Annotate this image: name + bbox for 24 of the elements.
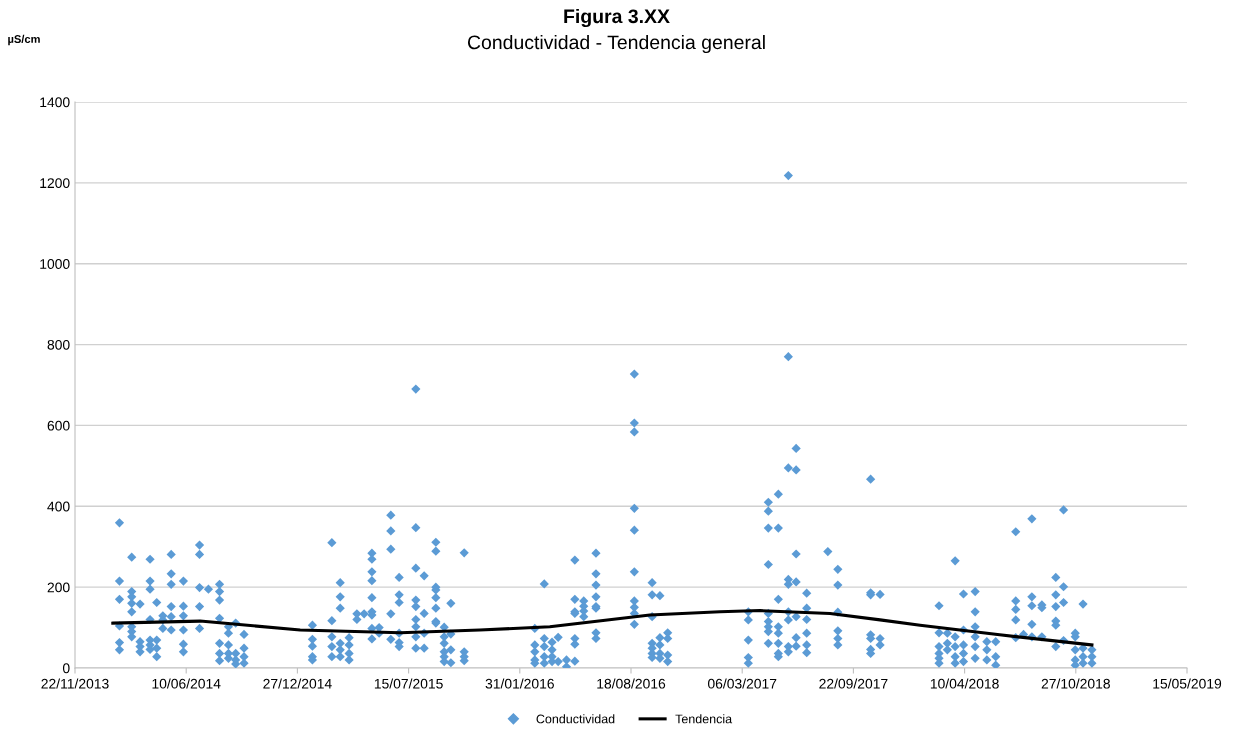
legend-label: Tendencia: [675, 714, 733, 724]
x-tick-label: 06/03/2017: [707, 678, 777, 689]
y-tick-label: 800: [47, 339, 70, 350]
y-tick-label: 600: [47, 420, 70, 431]
x-tick-label: 10/04/2018: [930, 678, 999, 689]
legend-label: Conductividad: [536, 714, 615, 724]
x-tick-label: 31/01/2016: [485, 678, 554, 689]
y-tick-label: 0: [62, 663, 70, 674]
y-tick-label: 1400: [40, 97, 70, 108]
x-tick-label: 27/10/2018: [1041, 678, 1110, 689]
x-tick-label: 18/08/2016: [597, 678, 666, 689]
x-tick-label: 15/05/2019: [1153, 678, 1222, 689]
y-tick-label: 400: [47, 501, 70, 512]
chart-title: Figura 3.XX: [564, 8, 670, 28]
y-tick-label: 200: [47, 582, 70, 593]
y-tick-label: 1000: [40, 259, 70, 269]
y-tick-label: 1200: [40, 178, 70, 189]
x-tick-label: 10/06/2014: [152, 678, 221, 689]
x-tick-label: 15/07/2015: [374, 678, 443, 689]
x-tick-label: 22/09/2017: [819, 678, 888, 689]
y-axis-title: µS/cm: [8, 34, 40, 46]
chart-subtitle: Conductividad - Tendencia general: [467, 34, 765, 54]
x-tick-label: 22/11/2013: [41, 678, 109, 689]
x-tick-label: 27/12/2014: [263, 678, 332, 689]
